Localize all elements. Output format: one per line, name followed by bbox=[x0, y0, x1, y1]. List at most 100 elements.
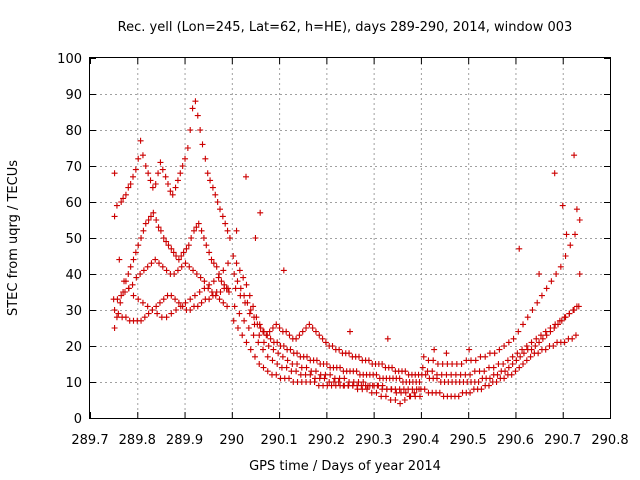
data-point bbox=[416, 379, 423, 385]
data-point bbox=[237, 285, 244, 292]
data-point bbox=[322, 339, 329, 346]
data-point bbox=[524, 314, 531, 321]
data-point bbox=[264, 368, 271, 375]
data-point bbox=[539, 335, 546, 342]
data-point bbox=[478, 386, 485, 393]
data-point bbox=[515, 328, 522, 335]
data-point bbox=[294, 361, 301, 367]
data-point bbox=[312, 328, 319, 335]
data-point bbox=[500, 361, 507, 367]
data-point bbox=[276, 325, 283, 331]
data-point bbox=[190, 267, 197, 274]
data-point bbox=[355, 353, 362, 360]
data-point bbox=[179, 163, 186, 169]
data-point bbox=[575, 303, 582, 310]
data-point bbox=[129, 281, 136, 288]
data-point bbox=[571, 307, 578, 313]
data-point bbox=[260, 328, 267, 335]
data-point bbox=[168, 310, 175, 317]
data-point bbox=[236, 267, 243, 274]
data-point bbox=[172, 184, 179, 191]
x-tick-label: 290.5 bbox=[450, 433, 487, 448]
data-point bbox=[212, 191, 219, 198]
data-point bbox=[529, 307, 536, 313]
data-point bbox=[552, 321, 559, 328]
axis-ticks bbox=[90, 58, 611, 419]
data-point bbox=[485, 382, 492, 389]
data-point bbox=[145, 310, 152, 317]
data-point bbox=[182, 299, 189, 306]
data-point bbox=[509, 361, 516, 367]
data-point bbox=[504, 357, 511, 364]
data-point bbox=[523, 357, 530, 364]
data-point bbox=[283, 328, 290, 335]
data-point bbox=[389, 364, 396, 371]
data-point bbox=[144, 263, 151, 270]
data-point bbox=[202, 155, 209, 162]
data-point bbox=[160, 235, 167, 241]
data-point bbox=[153, 303, 160, 310]
data-point bbox=[140, 267, 147, 274]
data-point bbox=[296, 332, 303, 339]
x-tick-label: 289.9 bbox=[166, 433, 203, 448]
data-point bbox=[182, 155, 189, 162]
data-point bbox=[270, 346, 277, 353]
data-point bbox=[187, 307, 194, 313]
data-point bbox=[240, 274, 247, 281]
data-point bbox=[163, 238, 170, 245]
data-point bbox=[137, 271, 144, 277]
data-point bbox=[231, 271, 238, 277]
data-point bbox=[486, 375, 493, 382]
data-point bbox=[120, 195, 127, 202]
data-point bbox=[279, 353, 286, 360]
data-point bbox=[430, 357, 437, 364]
data-point bbox=[559, 202, 566, 209]
data-point bbox=[482, 353, 489, 360]
data-point bbox=[250, 332, 257, 339]
data-point bbox=[543, 332, 550, 339]
data-point bbox=[139, 152, 146, 159]
data-point bbox=[513, 357, 520, 364]
y-tick-labels: 0 10 20 30 40 50 60 70 80 90 100 bbox=[57, 52, 82, 427]
x-tick-label: 290.1 bbox=[260, 433, 297, 448]
data-point bbox=[467, 371, 474, 378]
data-point bbox=[286, 332, 293, 339]
data-point bbox=[542, 346, 549, 353]
data-point bbox=[421, 386, 428, 393]
data-point bbox=[516, 364, 523, 371]
y-tick-label: 60 bbox=[65, 196, 82, 211]
data-point bbox=[255, 339, 262, 346]
data-point bbox=[147, 213, 154, 220]
data-point bbox=[493, 379, 500, 385]
data-point bbox=[257, 325, 264, 331]
data-point bbox=[113, 202, 120, 209]
data-point bbox=[160, 296, 167, 303]
data-point bbox=[388, 386, 395, 393]
data-point bbox=[135, 296, 142, 303]
data-point bbox=[572, 332, 579, 339]
data-point bbox=[247, 346, 254, 353]
data-point bbox=[182, 260, 189, 267]
data-point bbox=[170, 249, 177, 256]
x-tick-label: 289.8 bbox=[119, 433, 156, 448]
x-tick-label: 290.6 bbox=[497, 433, 534, 448]
data-point bbox=[165, 242, 172, 249]
data-point bbox=[573, 206, 580, 213]
data-point bbox=[175, 256, 182, 263]
data-point bbox=[293, 335, 300, 342]
data-point bbox=[520, 350, 527, 357]
data-point bbox=[505, 339, 512, 346]
data-point bbox=[159, 166, 166, 173]
data-point bbox=[284, 357, 291, 364]
data-point bbox=[193, 271, 200, 277]
data-point bbox=[234, 278, 241, 285]
data-point bbox=[122, 191, 129, 198]
data-point bbox=[186, 263, 193, 270]
data-point bbox=[122, 314, 129, 321]
data-point bbox=[168, 292, 175, 299]
data-point bbox=[145, 217, 152, 223]
data-point bbox=[114, 296, 121, 303]
data-point bbox=[209, 292, 216, 299]
data-point bbox=[496, 346, 503, 353]
data-point bbox=[528, 339, 535, 346]
